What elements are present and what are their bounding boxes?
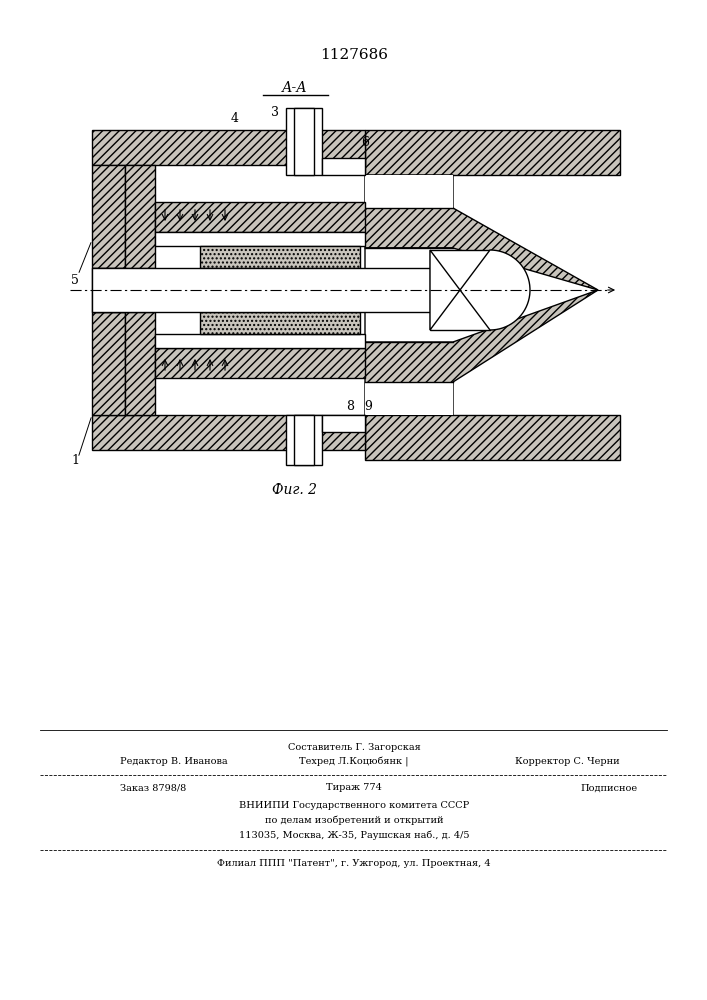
Polygon shape [294, 415, 314, 465]
Polygon shape [155, 348, 365, 378]
Text: 4: 4 [231, 111, 239, 124]
Polygon shape [200, 246, 360, 268]
Polygon shape [92, 165, 125, 268]
Text: 1: 1 [71, 454, 79, 466]
Text: Тираж 774: Тираж 774 [326, 784, 382, 792]
Polygon shape [92, 312, 125, 415]
Polygon shape [155, 334, 365, 348]
Text: 113035, Москва, Ж-35, Раушская наб., д. 4/5: 113035, Москва, Ж-35, Раушская наб., д. … [239, 830, 469, 840]
Polygon shape [92, 130, 365, 165]
Text: Редактор В. Иванова: Редактор В. Иванова [120, 758, 228, 766]
Text: Техред Л.Коцюбянк |: Техред Л.Коцюбянк | [299, 757, 409, 767]
Text: 3: 3 [271, 105, 279, 118]
Polygon shape [92, 268, 125, 312]
Polygon shape [365, 248, 598, 342]
Polygon shape [322, 158, 365, 175]
Text: 5: 5 [71, 273, 79, 286]
Polygon shape [286, 108, 322, 175]
Text: 9: 9 [364, 400, 372, 414]
Polygon shape [322, 415, 365, 432]
Polygon shape [365, 382, 453, 415]
Text: 6: 6 [361, 135, 369, 148]
Text: по делам изобретений и открытий: по делам изобретений и открытий [264, 815, 443, 825]
Text: 8: 8 [346, 400, 354, 414]
Polygon shape [365, 415, 620, 460]
Polygon shape [365, 175, 453, 208]
Text: 1127686: 1127686 [320, 48, 388, 62]
Text: Фиг. 2: Фиг. 2 [272, 483, 317, 497]
Polygon shape [155, 202, 365, 232]
Polygon shape [125, 312, 155, 415]
Polygon shape [92, 415, 365, 450]
Text: А-А: А-А [282, 81, 308, 95]
Text: Подписное: Подписное [580, 784, 637, 792]
Polygon shape [365, 175, 598, 290]
Text: Корректор С. Черни: Корректор С. Черни [515, 758, 620, 766]
Polygon shape [294, 108, 314, 175]
Polygon shape [365, 130, 620, 175]
Polygon shape [286, 415, 322, 465]
Text: Заказ 8798/8: Заказ 8798/8 [120, 784, 186, 792]
Polygon shape [125, 165, 155, 268]
Text: ВНИИПИ Государственного комитета СССР: ВНИИПИ Государственного комитета СССР [239, 800, 469, 810]
Polygon shape [200, 312, 360, 334]
Text: Филиал ППП "Патент", г. Ужгород, ул. Проектная, 4: Филиал ППП "Патент", г. Ужгород, ул. Про… [217, 859, 491, 868]
Text: Составитель Г. Загорская: Составитель Г. Загорская [288, 744, 421, 752]
Polygon shape [92, 268, 490, 312]
Polygon shape [155, 232, 365, 246]
Polygon shape [365, 290, 598, 415]
Polygon shape [430, 250, 490, 330]
Polygon shape [430, 250, 530, 330]
